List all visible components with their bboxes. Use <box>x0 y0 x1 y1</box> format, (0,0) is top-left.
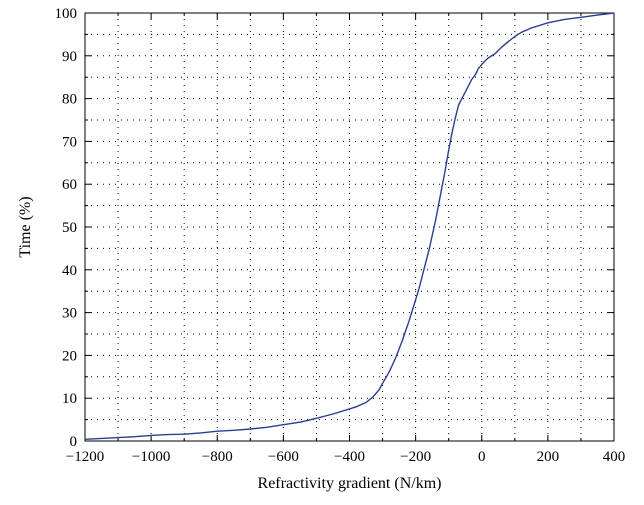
y-tick-label: 40 <box>62 263 77 279</box>
x-tick-label: −400 <box>334 449 365 465</box>
x-axis-label: Refractivity gradient (N/km) <box>258 475 442 492</box>
y-tick-label: 10 <box>62 391 77 407</box>
x-tick-label: 200 <box>537 449 560 465</box>
y-tick-label: 90 <box>62 49 77 65</box>
x-tick-label: 0 <box>478 449 486 465</box>
y-tick-label: 70 <box>62 134 77 150</box>
y-tick-label: 30 <box>62 306 77 322</box>
y-tick-label: 20 <box>62 348 77 364</box>
tick-labels: −1200 −1000 −800 −600 −400 −200 0 200 400 0 10 20 30… <box>55 6 626 465</box>
x-tick-label: −1000 <box>132 449 170 465</box>
x-tick-label: −1200 <box>66 449 104 465</box>
x-tick-label: −600 <box>268 449 299 465</box>
y-tick-label: 80 <box>62 92 77 108</box>
y-tick-label: 50 <box>62 220 77 236</box>
y-tick-label: 100 <box>55 6 78 22</box>
y-tick-label: 0 <box>70 434 78 450</box>
y-tick-label: 60 <box>62 177 77 193</box>
y-axis-label: Time (%) <box>17 196 34 257</box>
x-tick-label: −800 <box>202 449 233 465</box>
grid <box>85 13 614 441</box>
series-line <box>84 12 615 440</box>
x-tick-label: 400 <box>603 449 626 465</box>
x-tick-label: −200 <box>400 449 431 465</box>
